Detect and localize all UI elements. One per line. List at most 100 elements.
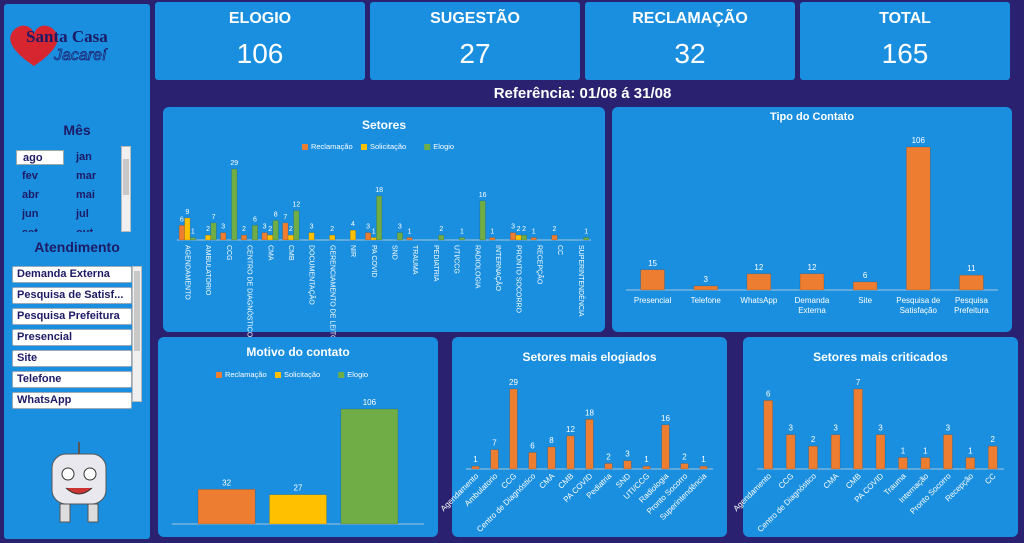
value-label: 3 (788, 424, 793, 433)
kpi-label: ELOGIO (228, 10, 292, 27)
x-tick-label: AMBULATORIO (204, 245, 211, 296)
kpi-value: 106 (236, 38, 284, 69)
mascot-leg (87, 503, 99, 523)
mascot (51, 442, 107, 523)
month-item[interactable]: fev (22, 170, 38, 182)
legend-label: Reclamação (225, 370, 267, 379)
service-item[interactable]: Pesquisa de Satisf... (12, 287, 132, 304)
service-item[interactable]: Site (12, 350, 132, 367)
month-item[interactable]: jun (22, 208, 39, 220)
bar (763, 400, 773, 470)
bar (489, 237, 496, 241)
bar (269, 494, 327, 525)
value-label: 1 (191, 229, 195, 236)
value-label: 12 (754, 263, 763, 272)
bar (349, 229, 356, 241)
x-tick-label: RADIOLOGIA (473, 245, 480, 289)
kpi-value: 27 (459, 38, 491, 69)
x-tick-label: RECEPÇÃO (535, 245, 544, 285)
month-item[interactable]: jan (76, 151, 92, 163)
month-item[interactable]: abr (22, 189, 40, 201)
bar (308, 232, 315, 241)
bar (604, 463, 613, 470)
value-label: 3 (263, 224, 267, 231)
value-label: 3 (511, 224, 515, 231)
bar (566, 435, 575, 470)
value-label: 8 (549, 436, 554, 445)
service-item[interactable]: WhatsApp (12, 392, 132, 409)
value-label: 7 (283, 214, 287, 221)
kpi-value: 165 (881, 38, 929, 69)
month-item[interactable]: mai (76, 189, 95, 201)
value-label: 12 (292, 202, 300, 209)
month-item[interactable]: set (16, 226, 64, 232)
month-item[interactable]: out (70, 226, 118, 232)
value-label: 7 (212, 214, 216, 221)
chart-title: Setores mais criticados (813, 350, 948, 364)
kpi-label: RECLAMAÇÃO (632, 10, 748, 27)
service-item[interactable]: Telefone (12, 371, 132, 388)
kpi-card: ELOGIO 106 (155, 2, 365, 80)
logo-city: Jacareí (53, 47, 108, 64)
bar (988, 445, 998, 470)
bar (220, 232, 227, 241)
service-scrollbar[interactable] (132, 266, 142, 402)
bar (376, 195, 383, 241)
bar (852, 281, 878, 291)
value-label: 106 (912, 136, 926, 145)
kpi-label: SUGESTÃO (430, 10, 520, 27)
value-label: 2 (206, 226, 210, 233)
month-item[interactable]: ago (16, 150, 64, 165)
x-tick-label: Demanda Externa (794, 296, 830, 315)
value-label: 8 (274, 211, 278, 218)
value-label: 9 (185, 209, 189, 216)
x-tick-label: Pesquisa de Satisfação (896, 296, 941, 315)
value-label: 1 (490, 229, 494, 236)
x-tick-label: Telefone (690, 296, 721, 305)
legend-label: Elogio (347, 370, 368, 379)
x-tick-label-box: Pesquisa Prefeitura (954, 296, 989, 315)
value-label: 27 (294, 484, 303, 493)
bar (471, 465, 480, 470)
value-label: 3 (366, 224, 370, 231)
chart-title: Setores (362, 118, 406, 132)
bar (799, 273, 825, 291)
mascot-body (51, 453, 107, 505)
reference: Referência: 01/08 á 31/08 (493, 85, 672, 102)
bar (251, 225, 258, 241)
month-scrollbar[interactable] (121, 146, 131, 232)
month-item[interactable]: jul (76, 208, 89, 220)
service-item[interactable]: Presencial (12, 329, 132, 346)
bar (396, 232, 403, 241)
service-item[interactable]: Pesquisa Prefeitura (12, 308, 132, 325)
value-label: 6 (253, 216, 257, 223)
service-item[interactable]: Demanda Externa (12, 266, 132, 283)
logo: Santa Casa Jacareí (10, 25, 108, 66)
mascot-mouth (65, 487, 93, 495)
value-label: 2 (439, 226, 443, 233)
bar (272, 220, 279, 241)
bar (261, 232, 268, 241)
logo-heart (10, 25, 58, 66)
month-item[interactable]: mar (76, 170, 97, 182)
bar (205, 234, 212, 241)
bar (528, 452, 537, 470)
value-label: 7 (492, 439, 497, 448)
kpi-value: 32 (674, 38, 706, 69)
value-label: 15 (648, 259, 657, 268)
mascot-eye (61, 467, 75, 481)
legend-swatch (215, 372, 222, 378)
bar (699, 465, 708, 470)
bar (585, 419, 594, 470)
bar (693, 285, 718, 291)
x-tick-label: AGENDAMENTO (184, 245, 191, 300)
bar (551, 234, 558, 241)
value-label: 2 (330, 226, 334, 233)
bar (623, 460, 632, 470)
x-tick-label: PRONTO SOCORRO (515, 245, 522, 313)
sidebar: Santa Casa Jacareí Mês ago jan fev mar abr ma… (4, 4, 150, 539)
value-label: 3 (310, 224, 314, 231)
value-label: 18 (375, 187, 383, 194)
